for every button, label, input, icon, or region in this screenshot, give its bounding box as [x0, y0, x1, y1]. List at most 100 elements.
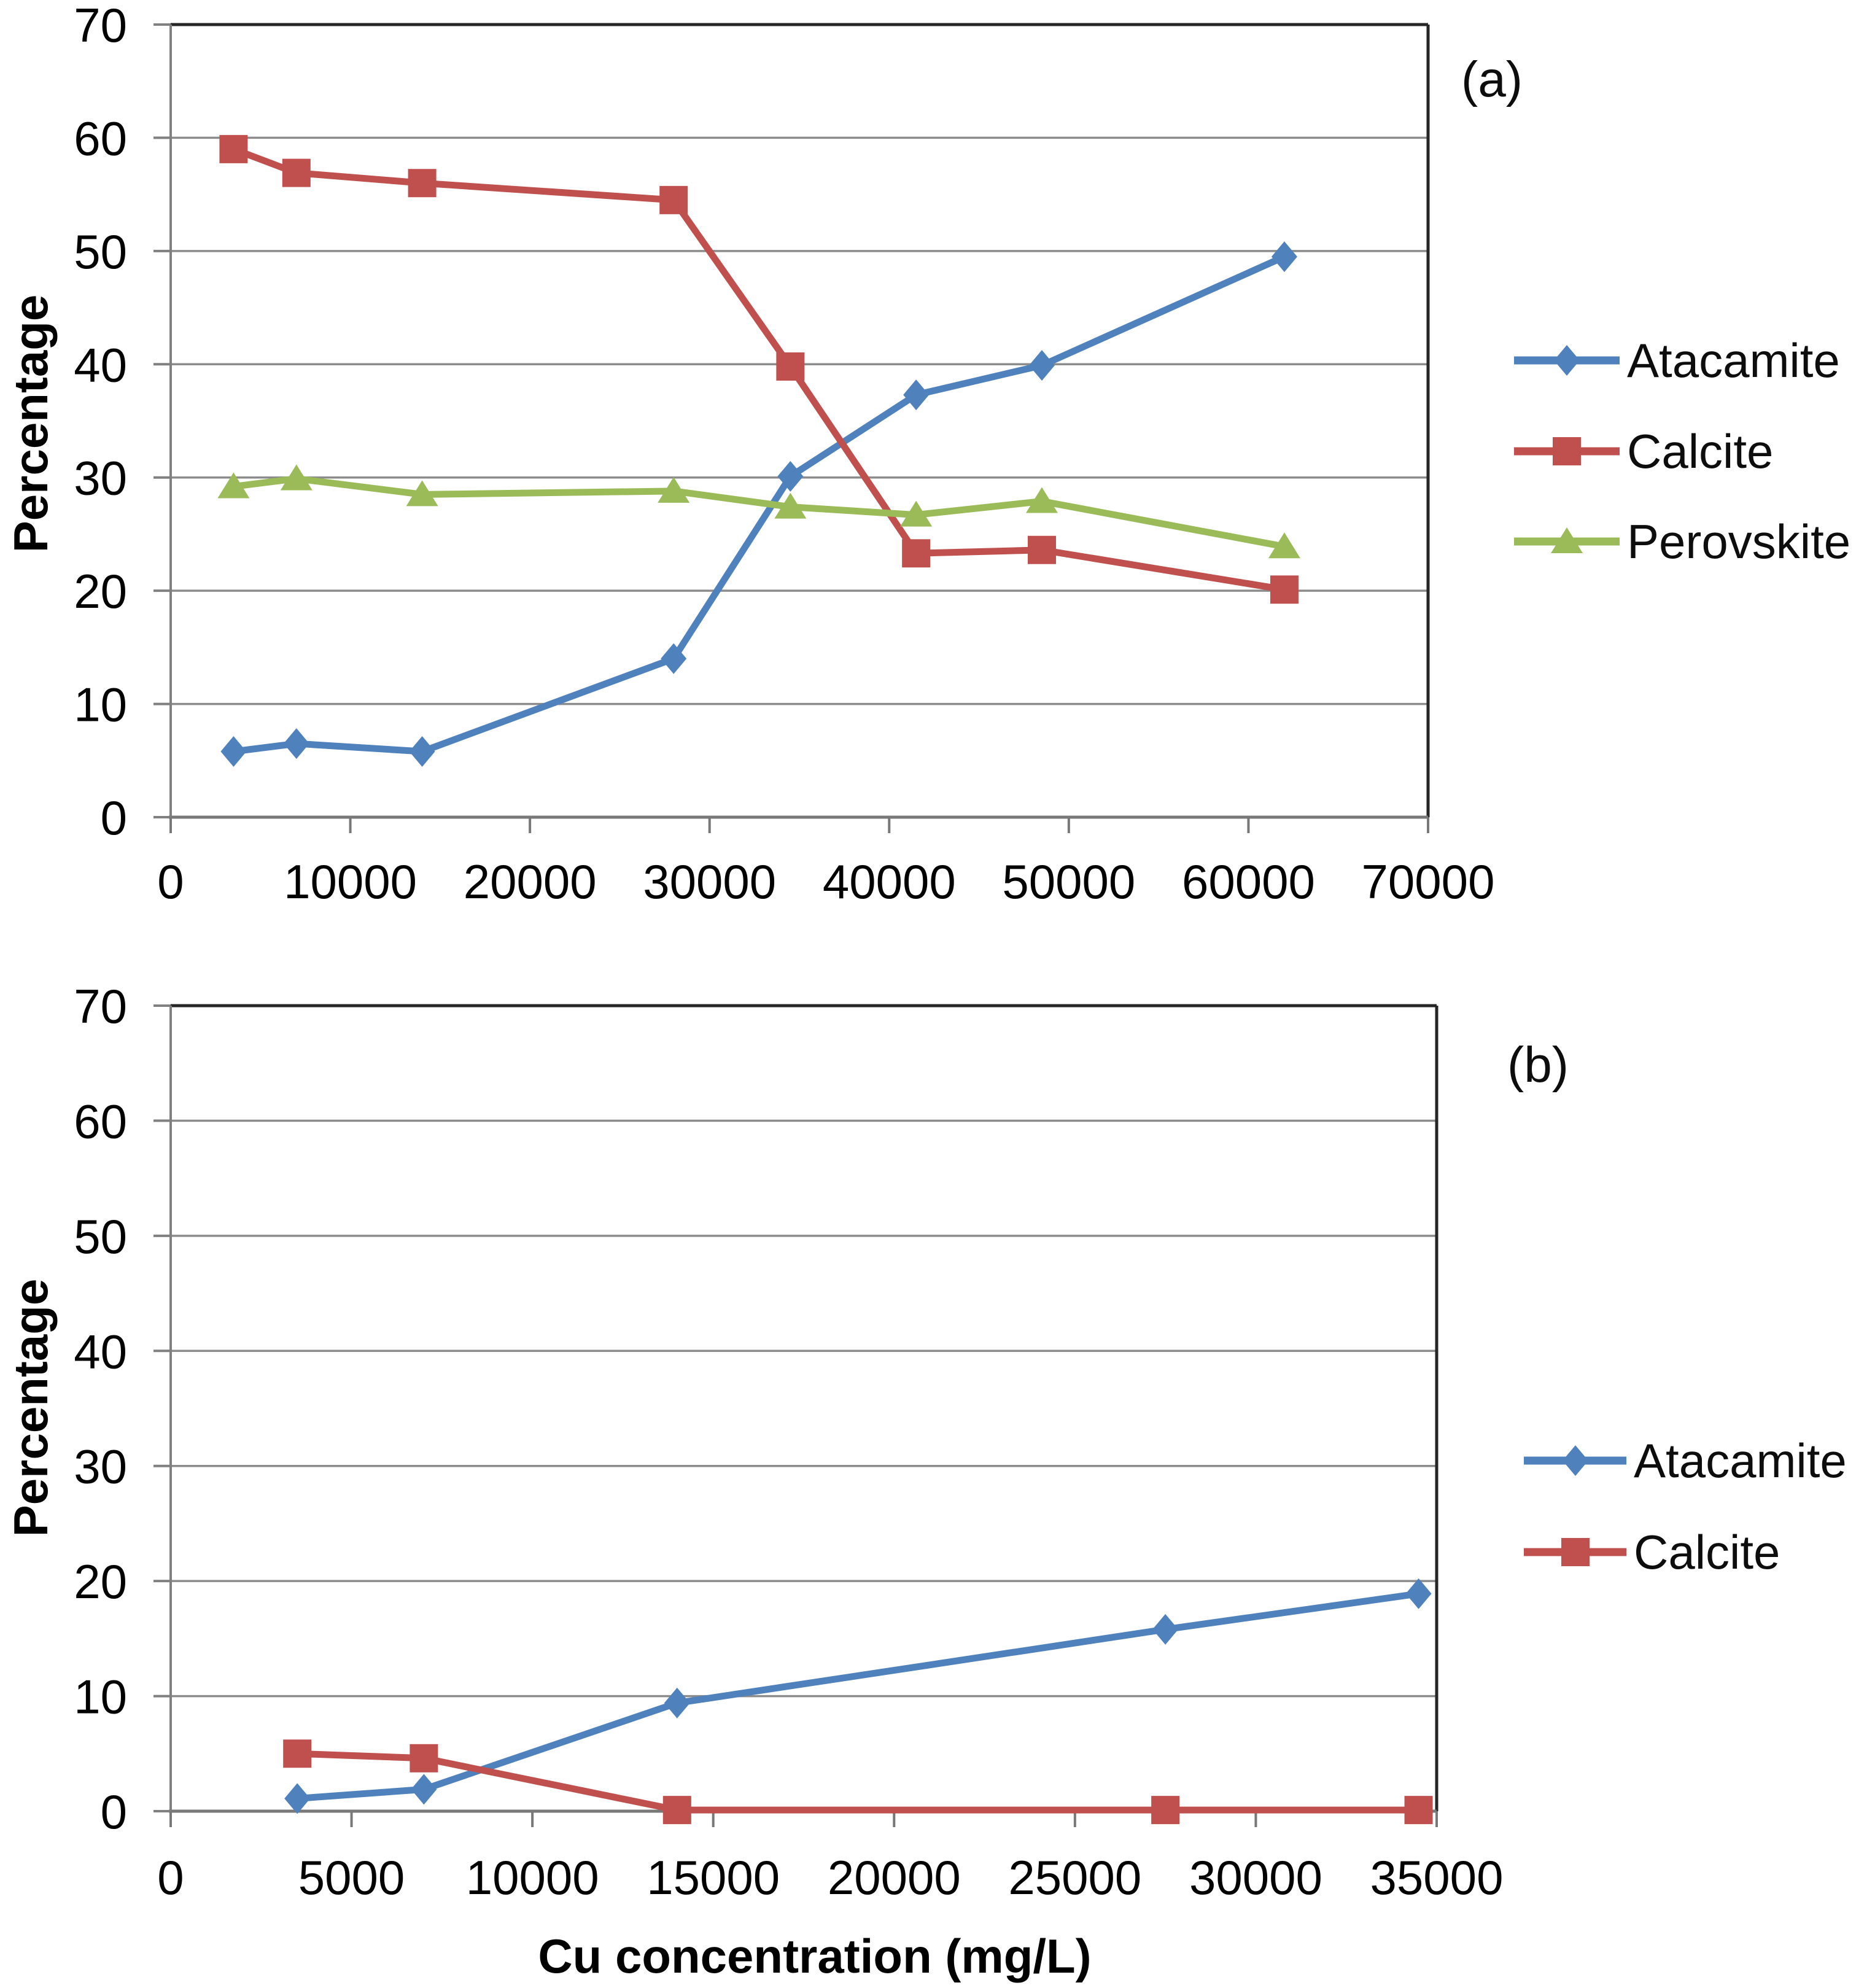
axes: [169, 1006, 1437, 1813]
legend-perovskite-swatch-icon: [1514, 527, 1620, 553]
legend-calcite-swatch-icon: [1524, 1538, 1626, 1566]
data-point-marker: [1405, 1578, 1432, 1609]
x-tick-label: 5000: [298, 1850, 405, 1905]
data-point-marker: [406, 480, 438, 507]
series-line: [230, 146, 1288, 593]
data-point-marker: [1027, 535, 1056, 564]
series-atacamite: [220, 241, 1297, 767]
data-point-marker: [220, 736, 247, 767]
data-point-marker: [664, 1687, 690, 1718]
axes: [169, 25, 1428, 819]
data-point-marker: [280, 464, 313, 491]
data-point-marker: [219, 134, 248, 163]
series-line: [230, 475, 1288, 550]
data-point-marker: [408, 169, 437, 198]
data-point-marker: [1268, 532, 1300, 559]
tick-marks: [153, 23, 1429, 833]
legend-label: Perovskite: [1627, 514, 1851, 569]
data-point-marker: [1151, 1796, 1180, 1825]
x-tick-labels: 0 5000 10000 15000 20000 25000 30000 35000: [157, 1850, 1503, 1905]
y-tick-label: 40: [74, 338, 127, 392]
x-tick-label: 0: [157, 1850, 184, 1905]
data-point-marker: [776, 352, 805, 381]
y-tick-label: 0: [101, 1785, 127, 1839]
y-tick-label: 40: [74, 1324, 127, 1378]
plot-border: [171, 1004, 1439, 1811]
y-tick-label: 20: [74, 1555, 127, 1609]
data-point-marker: [777, 460, 804, 492]
legend-atacamite-swatch-icon: [1514, 345, 1620, 376]
y-axis-title-a: Percentage: [4, 294, 58, 553]
x-tick-label: 20000: [828, 1850, 961, 1905]
x-tick-label: 10000: [284, 855, 417, 909]
legend-item-perovskite-a: Perovskite: [1512, 513, 1850, 570]
series-calcite: [283, 1739, 1433, 1825]
y-tick-label: 50: [74, 1209, 127, 1264]
x-tick-label: 15000: [646, 1850, 780, 1905]
series-atacamite: [284, 1578, 1432, 1814]
data-point-marker: [409, 736, 435, 767]
data-point-marker: [1025, 487, 1058, 513]
data-point-marker: [662, 1796, 691, 1825]
x-tick-label: 60000: [1182, 855, 1315, 909]
data-point-marker: [658, 476, 690, 503]
data-point-marker: [283, 728, 309, 759]
x-tick-label: 40000: [823, 855, 956, 909]
data-point-marker: [1563, 1445, 1588, 1476]
legend-atacamite-swatch-icon: [1524, 1445, 1626, 1476]
data-point-marker: [1270, 575, 1299, 604]
y-tick-labels: 0 10 20 30 40 50 60 70: [74, 979, 127, 1839]
data-point-marker: [282, 158, 311, 187]
tick-marks: [153, 1004, 1438, 1827]
legend-label: Calcite: [1627, 424, 1774, 478]
y-tick-label: 60: [74, 111, 127, 165]
data-point-marker: [1553, 437, 1581, 465]
y-tick-label: 60: [74, 1094, 127, 1148]
data-point-marker: [659, 185, 688, 214]
legend-item-atacamite-a: Atacamite: [1512, 332, 1840, 389]
legend-label: Calcite: [1634, 1524, 1780, 1579]
legend-label: Atacamite: [1634, 1433, 1847, 1488]
legend-item-calcite-a: Calcite: [1512, 422, 1773, 480]
y-tick-label: 70: [74, 0, 127, 52]
series-line: [293, 1750, 1423, 1814]
y-tick-label: 10: [74, 678, 127, 732]
x-tick-label: 0: [157, 855, 184, 909]
y-tick-label: 30: [74, 1440, 127, 1494]
x-tick-label: 70000: [1362, 855, 1495, 909]
y-tick-label: 20: [74, 564, 127, 618]
data-point-marker: [1554, 345, 1580, 376]
y-tick-label: 10: [74, 1670, 127, 1724]
x-tick-label: 50000: [1002, 855, 1135, 909]
legend-item-atacamite-b: Atacamite: [1521, 1432, 1847, 1489]
x-tick-label: 30000: [1189, 1850, 1322, 1905]
data-point-marker: [900, 500, 933, 527]
data-point-marker: [774, 492, 807, 519]
plot-border: [171, 23, 1430, 817]
series-line: [230, 253, 1288, 755]
x-tick-label: 30000: [643, 855, 776, 909]
data-point-marker: [284, 1783, 311, 1814]
gridlines: [171, 1119, 1437, 1698]
legend-calcite-swatch-icon: [1514, 437, 1620, 465]
gridlines: [171, 136, 1428, 705]
x-axis-title: Cu concentration (mg/L): [538, 1929, 1092, 1983]
panel-label-b: (b): [1507, 1037, 1569, 1093]
data-point-marker: [903, 379, 930, 411]
x-tick-labels: 0 10000 20000 30000 40000 50000 60000 70000: [157, 855, 1494, 909]
legend-label: Atacamite: [1627, 333, 1840, 387]
y-tick-label: 50: [74, 225, 127, 279]
x-tick-label: 25000: [1008, 1850, 1141, 1905]
data-point-marker: [902, 539, 931, 568]
data-point-marker: [283, 1739, 312, 1768]
data-point-marker: [661, 643, 687, 674]
data-point-marker: [410, 1744, 438, 1773]
x-tick-label: 35000: [1370, 1850, 1504, 1905]
legend-item-calcite-b: Calcite: [1521, 1523, 1780, 1581]
data-point-marker: [1551, 527, 1583, 553]
data-point-marker: [1271, 241, 1297, 273]
data-point-marker: [217, 472, 250, 499]
y-tick-label: 0: [101, 791, 127, 845]
